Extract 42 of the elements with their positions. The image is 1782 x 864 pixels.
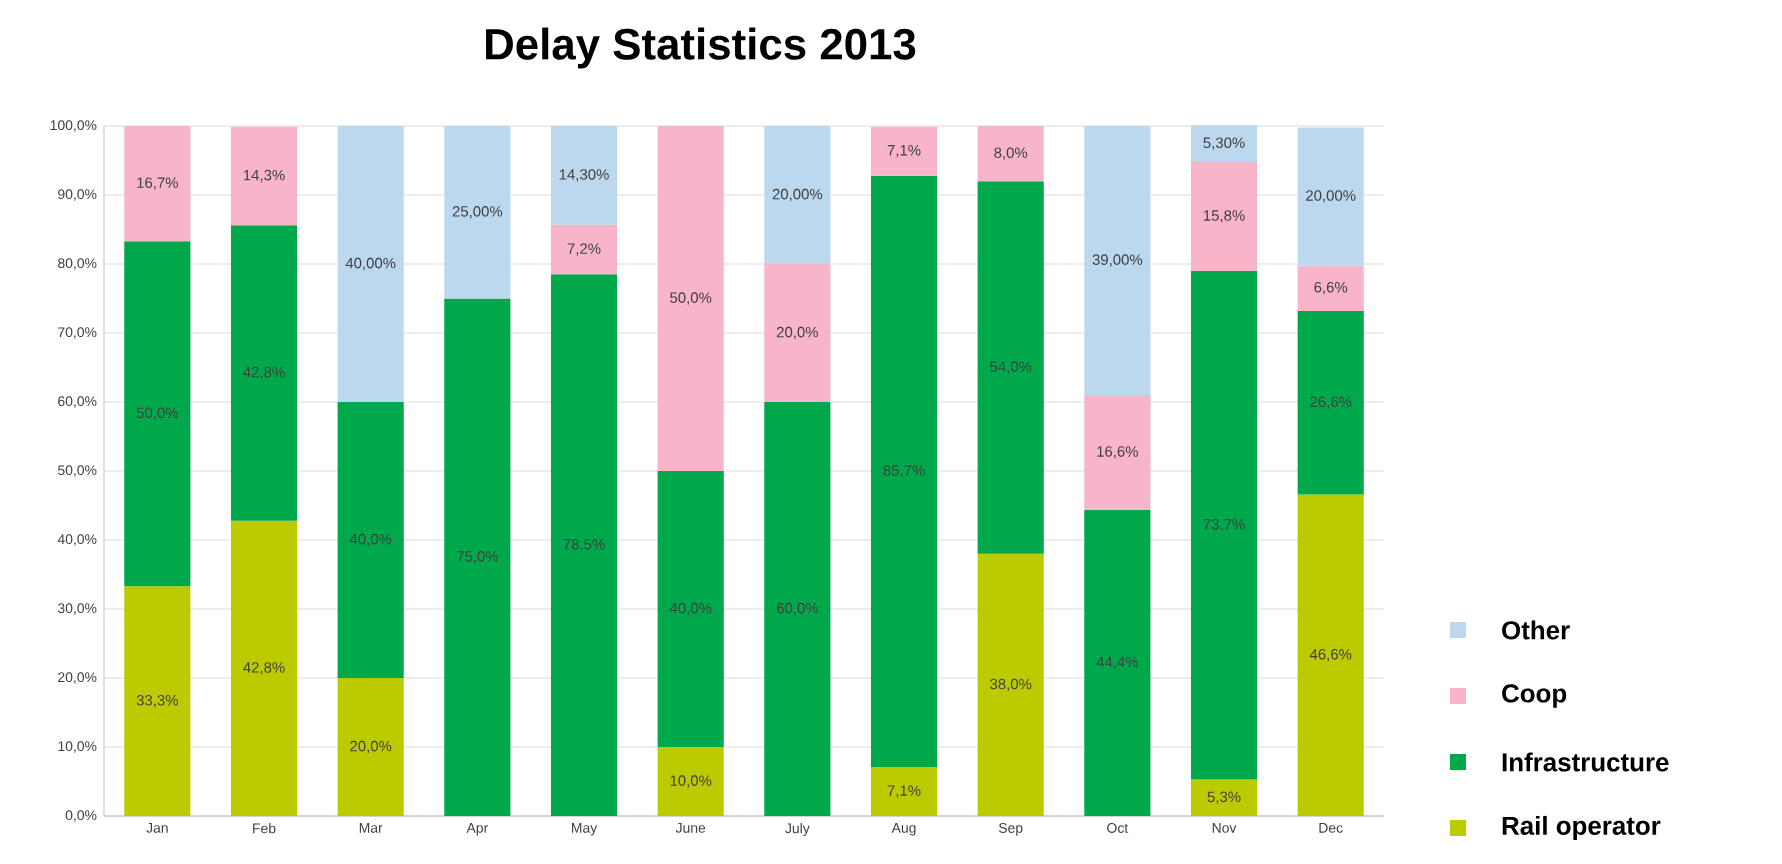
bar bbox=[124, 586, 191, 816]
bar bbox=[337, 678, 404, 816]
bar bbox=[764, 401, 831, 816]
legend-label: Rail operator bbox=[1502, 815, 1661, 841]
bar bbox=[230, 520, 298, 816]
bar bbox=[1190, 161, 1258, 271]
bar bbox=[977, 181, 1044, 554]
bar bbox=[1297, 310, 1364, 495]
bar bbox=[870, 126, 938, 176]
bar bbox=[1084, 395, 1151, 510]
bar bbox=[1190, 270, 1258, 780]
bar bbox=[657, 470, 724, 747]
bar bbox=[1084, 125, 1151, 396]
bar bbox=[124, 241, 191, 587]
legend-label: Coop bbox=[1502, 684, 1567, 708]
chart-title: Delay Statistics 2013 bbox=[486, 27, 916, 69]
legend-label: Other bbox=[1502, 620, 1570, 640]
bar bbox=[550, 274, 618, 816]
bar bbox=[1297, 127, 1364, 266]
bar bbox=[1190, 779, 1258, 816]
bar bbox=[977, 125, 1044, 182]
bar bbox=[230, 225, 298, 521]
bar bbox=[870, 767, 938, 816]
bar bbox=[764, 263, 831, 402]
bar bbox=[444, 125, 511, 299]
bar bbox=[1297, 494, 1364, 816]
bar bbox=[337, 125, 404, 402]
bar bbox=[550, 224, 618, 275]
bar bbox=[1084, 509, 1151, 816]
bar bbox=[657, 747, 724, 816]
bar bbox=[1297, 265, 1364, 311]
bar bbox=[764, 125, 831, 264]
bar bbox=[444, 298, 511, 816]
bar bbox=[870, 175, 938, 768]
bar bbox=[977, 553, 1044, 816]
bar bbox=[1190, 125, 1258, 162]
bar bbox=[657, 125, 724, 471]
bar bbox=[230, 126, 298, 226]
bar bbox=[337, 401, 404, 678]
bar bbox=[124, 125, 191, 242]
bar bbox=[550, 125, 618, 225]
legend-label: Infrastructure bbox=[1502, 752, 1669, 772]
